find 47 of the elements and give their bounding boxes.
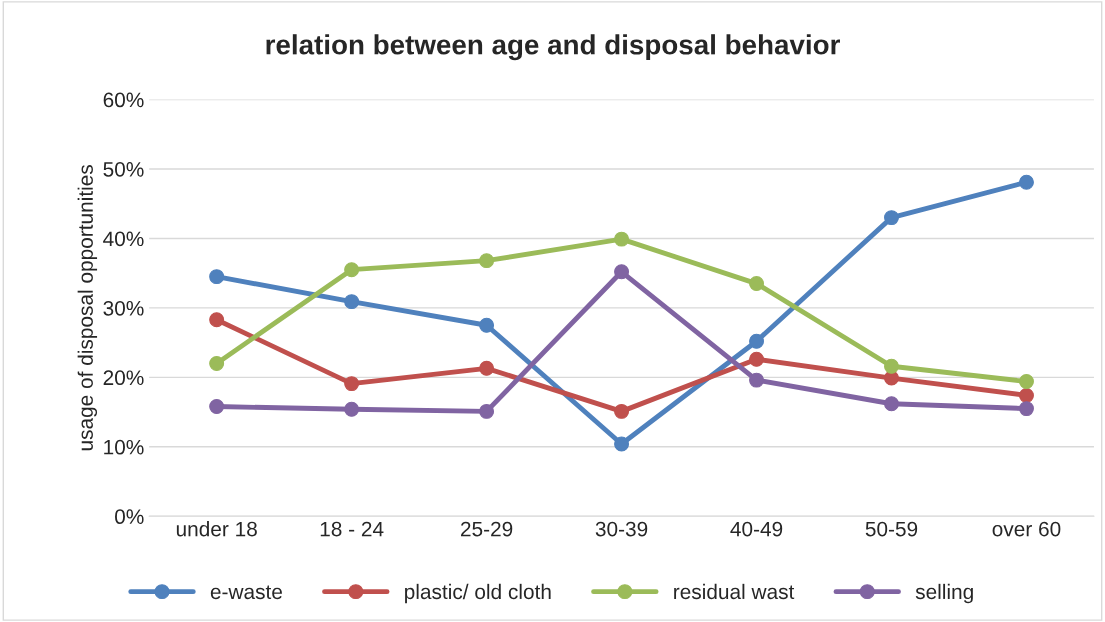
- x-tick-label: under 18: [176, 521, 257, 537]
- point: [749, 351, 764, 367]
- point: [1019, 174, 1034, 190]
- point: [614, 436, 630, 452]
- point: [884, 210, 899, 226]
- x-tick-label: 18 - 24: [320, 521, 384, 537]
- y-tick-label: 10%: [104, 439, 144, 455]
- point: [209, 355, 225, 371]
- point: [1019, 401, 1034, 417]
- chart-title: relation between age and disposal behavior: [266, 34, 840, 61]
- y-tick-label: 60%: [103, 92, 144, 108]
- point: [884, 396, 899, 412]
- point: [479, 253, 495, 269]
- point: [1019, 374, 1034, 389]
- point: [344, 262, 360, 278]
- point: [344, 401, 360, 417]
- x-tick-label: over 60: [992, 521, 1061, 537]
- point: [209, 399, 225, 414]
- point: [209, 312, 225, 328]
- y-tick-label: 0%: [115, 509, 144, 525]
- x-tick-label: 40-49: [730, 521, 783, 537]
- point: [884, 358, 899, 374]
- y-tick-label: 50%: [103, 161, 144, 177]
- point: [479, 403, 495, 419]
- legend-label: e-waste: [210, 585, 282, 600]
- x-tick-label: 30-39: [595, 521, 648, 537]
- point: [614, 403, 630, 419]
- point: [344, 376, 360, 392]
- point: [209, 269, 225, 285]
- point: [749, 276, 764, 292]
- point: [614, 264, 630, 280]
- y-axis-title: usage of disposal opportunities: [77, 165, 98, 451]
- point: [749, 333, 764, 349]
- point: [749, 372, 764, 388]
- legend-label: selling: [915, 583, 973, 604]
- y-tick-label: 20%: [103, 370, 144, 386]
- point: [1019, 387, 1034, 403]
- point: [479, 317, 495, 333]
- legend-label: residual wast: [674, 583, 795, 600]
- y-tick-label: 40%: [103, 231, 144, 247]
- y-tick-label: 30%: [103, 300, 144, 316]
- point: [344, 294, 360, 310]
- x-tick-label: 25-29: [461, 521, 513, 537]
- x-tick-label: 50-59: [865, 521, 918, 537]
- legend-label: plastic/ old cloth: [405, 583, 551, 604]
- point: [614, 231, 630, 247]
- point: [479, 360, 495, 376]
